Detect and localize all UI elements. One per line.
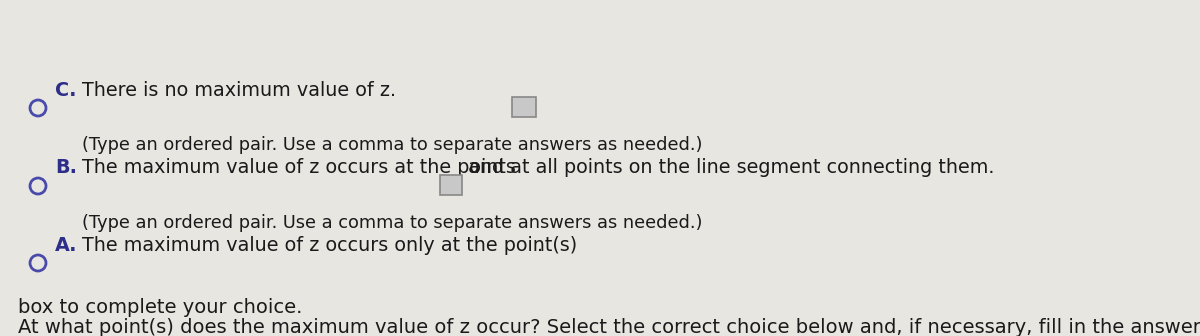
Text: (Type an ordered pair. Use a comma to separate answers as needed.): (Type an ordered pair. Use a comma to se…: [82, 214, 702, 232]
Text: There is no maximum value of z.: There is no maximum value of z.: [82, 81, 396, 100]
Text: and at all points on the line segment connecting them.: and at all points on the line segment co…: [462, 158, 995, 177]
Text: C.: C.: [55, 81, 77, 100]
Text: At what point(s) does the maximum value of z occur? Select the correct choice be: At what point(s) does the maximum value …: [18, 318, 1200, 336]
Text: A.: A.: [55, 236, 78, 255]
Text: .: .: [538, 236, 544, 255]
Text: (Type an ordered pair. Use a comma to separate answers as needed.): (Type an ordered pair. Use a comma to se…: [82, 136, 702, 154]
Text: The maximum value of z occurs only at the point(s): The maximum value of z occurs only at th…: [82, 236, 583, 255]
Text: box to complete your choice.: box to complete your choice.: [18, 298, 302, 317]
Text: B.: B.: [55, 158, 77, 177]
Text: The maximum value of z occurs at the points: The maximum value of z occurs at the poi…: [82, 158, 522, 177]
FancyBboxPatch shape: [440, 175, 462, 195]
FancyBboxPatch shape: [512, 97, 536, 117]
